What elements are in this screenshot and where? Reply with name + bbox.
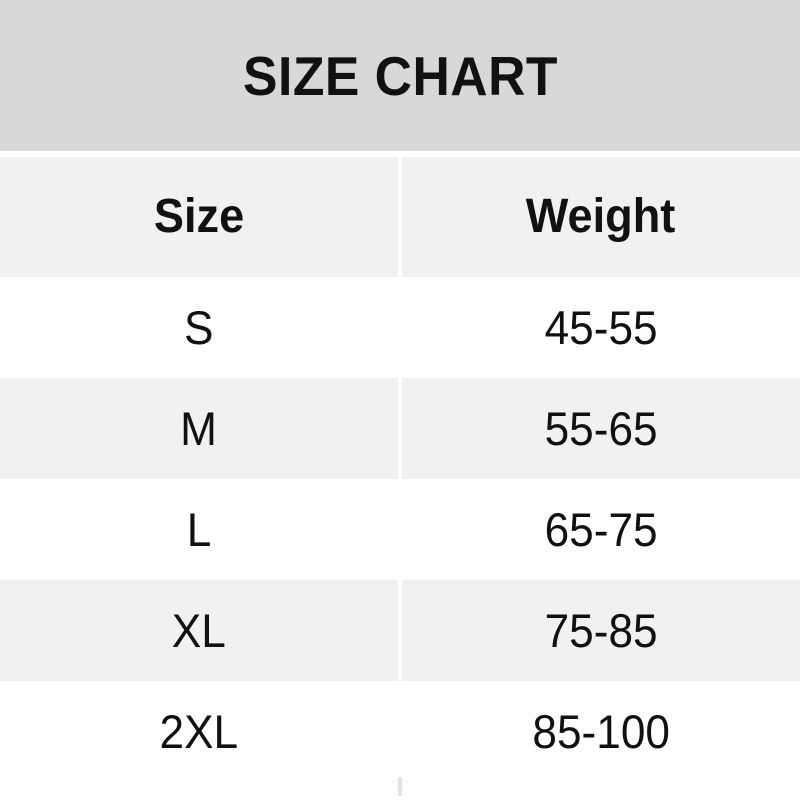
size-value: 2XL (159, 705, 239, 758)
column-header-size: Size (153, 190, 245, 243)
weight-cell: 75-85 (402, 580, 800, 681)
size-chart-banner: SIZE CHART (0, 0, 800, 151)
weight-cell: 65-75 (402, 479, 800, 580)
table-row: 2XL 85-100 (0, 681, 800, 782)
size-cell: 2XL (0, 681, 398, 782)
header-cell-weight: Weight (402, 157, 800, 277)
size-value: XL (171, 604, 227, 657)
table-row: XL 75-85 (0, 580, 800, 681)
page-title: SIZE CHART (242, 44, 558, 107)
bottom-divider-artifact (398, 777, 402, 796)
banner-table-gap (0, 151, 800, 157)
weight-cell: 85-100 (402, 681, 800, 782)
size-cell: M (0, 378, 398, 479)
table-row: L 65-75 (0, 479, 800, 580)
size-value: L (186, 503, 212, 556)
header-cell-size: Size (0, 157, 398, 277)
size-table: Size Weight S 45-55 M 55-65 L (0, 157, 800, 782)
weight-value: 85-100 (532, 705, 670, 758)
weight-cell: 45-55 (402, 277, 800, 378)
table-row: S 45-55 (0, 277, 800, 378)
table-row: M 55-65 (0, 378, 800, 479)
size-cell: S (0, 277, 398, 378)
weight-value: 45-55 (544, 301, 658, 354)
size-cell: L (0, 479, 398, 580)
size-cell: XL (0, 580, 398, 681)
weight-value: 55-65 (544, 402, 658, 455)
weight-value: 65-75 (544, 503, 658, 556)
table-header-row: Size Weight (0, 157, 800, 277)
size-value: S (184, 301, 214, 354)
size-value: M (180, 402, 218, 455)
weight-value: 75-85 (544, 604, 658, 657)
weight-cell: 55-65 (402, 378, 800, 479)
column-header-weight: Weight (526, 190, 676, 243)
